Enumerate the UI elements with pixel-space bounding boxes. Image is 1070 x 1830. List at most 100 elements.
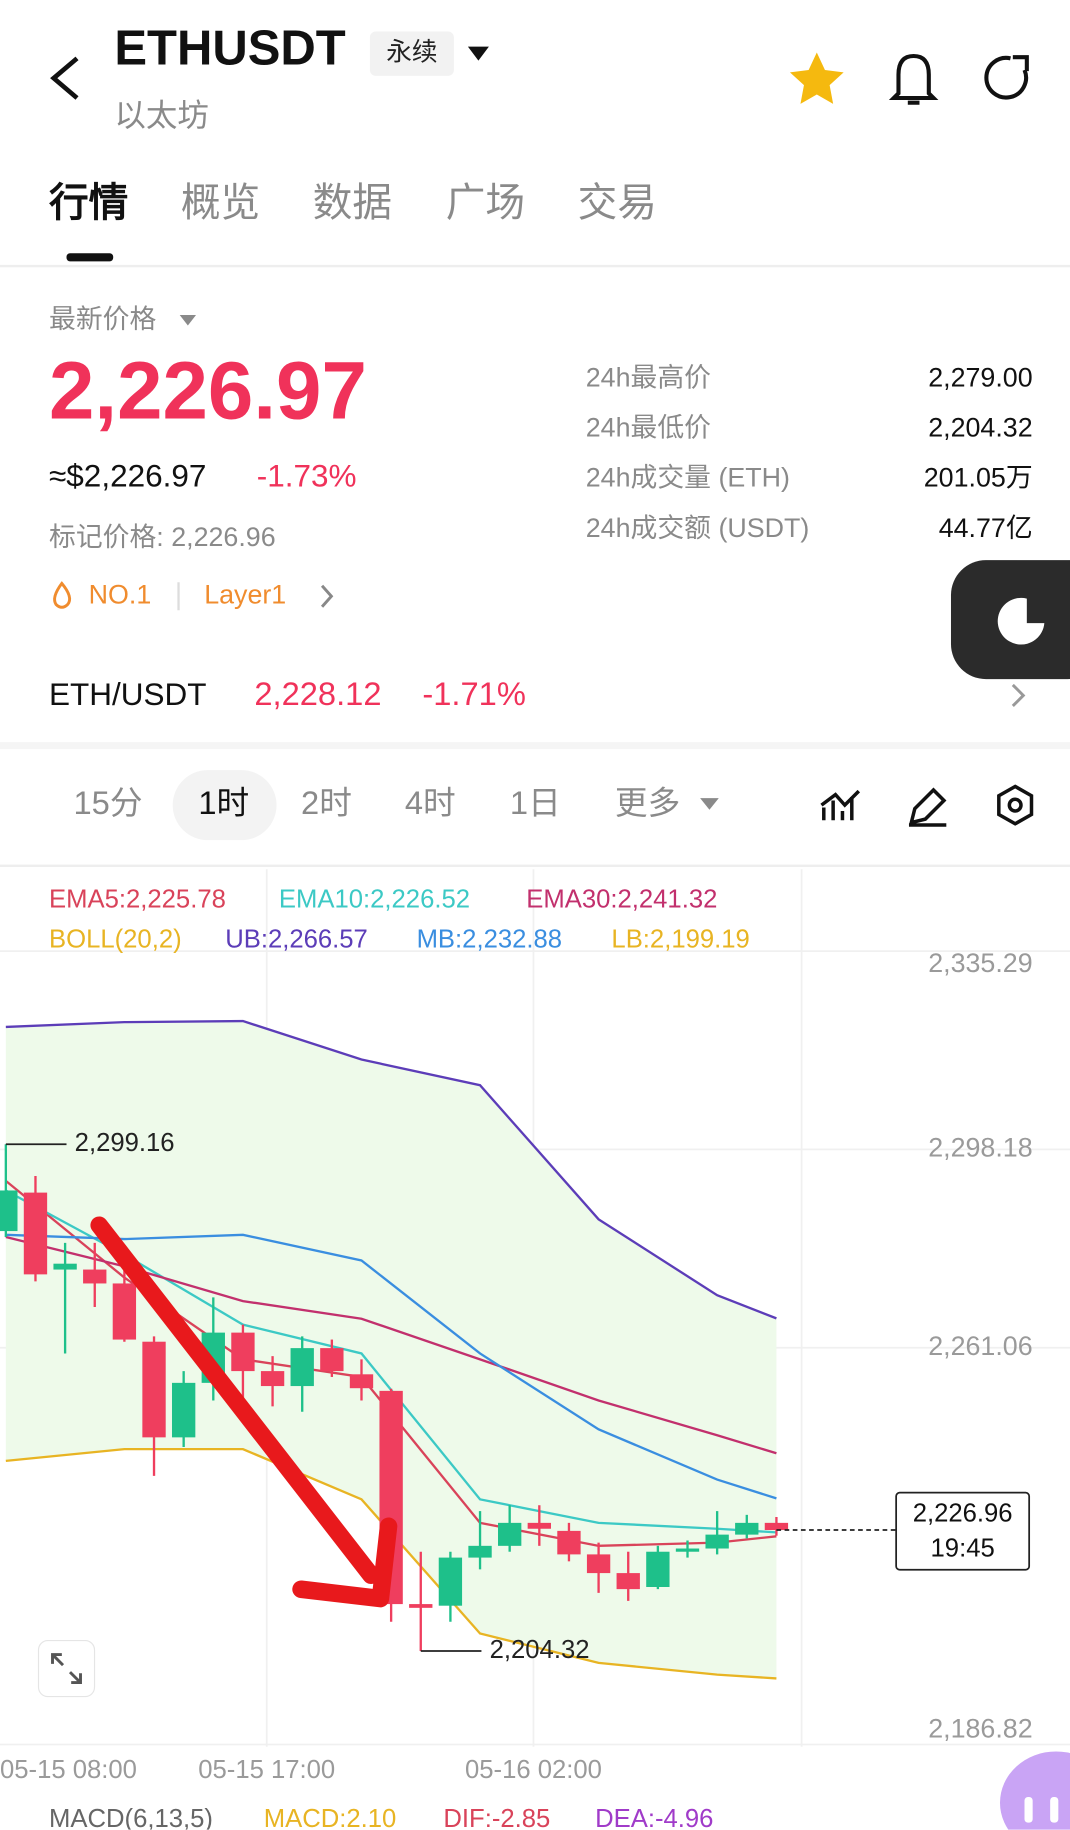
candle-body bbox=[260, 1371, 285, 1387]
interval[interactable]: 2时 bbox=[301, 784, 352, 821]
price-label-dropdown[interactable] bbox=[179, 315, 197, 326]
alert-icon[interactable] bbox=[888, 53, 939, 105]
tab[interactable]: 数据 bbox=[313, 181, 392, 225]
interval[interactable]: 15分 bbox=[74, 784, 143, 821]
x-tick-label: 05-16 02:00 bbox=[465, 1756, 602, 1784]
favorite-icon[interactable] bbox=[789, 52, 844, 104]
candle-body bbox=[231, 1332, 255, 1372]
contract-type: 永续 bbox=[386, 37, 437, 66]
legend-entry: MB:2,232.88 bbox=[417, 925, 562, 953]
legend-label: BOLL(20,2) bbox=[49, 925, 182, 953]
tab[interactable]: 概览 bbox=[181, 181, 260, 225]
contract-pill[interactable] bbox=[369, 31, 454, 76]
macd-label: MACD:2.10 bbox=[264, 1805, 397, 1830]
tab-indicator bbox=[66, 253, 114, 262]
tab[interactable]: 广场 bbox=[446, 181, 525, 225]
x-tick-label: 05-15 08:00 bbox=[0, 1756, 137, 1784]
settings-icon[interactable] bbox=[997, 784, 1034, 826]
candle-body bbox=[0, 1190, 18, 1232]
legend-entry: UB:2,266.57 bbox=[225, 925, 368, 953]
macd-label: MACD(6,13,5) bbox=[49, 1805, 213, 1830]
stat-value: 2,279.00 bbox=[928, 362, 1032, 392]
rank-tag[interactable]: NO.1 bbox=[89, 579, 152, 609]
y-tick-label: 2,261.06 bbox=[928, 1331, 1032, 1361]
settings-icon-dot bbox=[1007, 797, 1023, 813]
candle-body bbox=[23, 1192, 48, 1275]
usd-price: ≈$2,226.97 bbox=[49, 458, 206, 494]
spot-change: -1.71% bbox=[422, 675, 525, 712]
candle-body bbox=[438, 1557, 463, 1606]
interval[interactable]: 1时 bbox=[198, 784, 249, 821]
annotation-label: 2,204.32 bbox=[490, 1636, 590, 1664]
spot-pair[interactable]: ETH/USDT bbox=[49, 676, 207, 712]
candle-body bbox=[735, 1522, 759, 1535]
spot-price: 2,228.12 bbox=[254, 675, 381, 712]
coin-name: 以太坊 bbox=[114, 97, 209, 133]
candle-body bbox=[171, 1382, 196, 1438]
back-button[interactable] bbox=[50, 56, 79, 100]
candle-body bbox=[557, 1530, 581, 1555]
stats: 24h最高价 2,279.00 24h最低价 2,204.32 24h成交量 (ETH)… bbox=[586, 362, 1033, 543]
candle-body bbox=[646, 1551, 670, 1587]
current-price-countdown: 19:45 bbox=[931, 1535, 995, 1563]
stat-label: 24h最低价 bbox=[586, 412, 711, 442]
interval[interactable]: 更多 bbox=[615, 784, 680, 821]
candle-body bbox=[290, 1348, 314, 1387]
candle-body bbox=[349, 1374, 374, 1389]
annotation-label: 2,299.16 bbox=[75, 1129, 175, 1157]
sector-tag[interactable]: Layer1 bbox=[204, 579, 286, 609]
indicator-line bbox=[5, 1189, 777, 1534]
indicator-icon[interactable] bbox=[820, 789, 861, 821]
tag-arrow[interactable] bbox=[320, 584, 334, 608]
x-tick-label: 05-15 17:00 bbox=[198, 1756, 335, 1784]
legend-entry: EMA5:2,225.78 bbox=[49, 886, 226, 914]
price-label: 最新价格 bbox=[49, 304, 156, 334]
interval-active bbox=[172, 770, 277, 841]
stat-label: 24h成交额 (USDT) bbox=[586, 513, 810, 543]
tab[interactable]: 交易 bbox=[578, 181, 657, 225]
macd-legend: MACD(6,13,5) MACD:2.10 DIF:-2.85 DEA:-4.96 bbox=[49, 1805, 713, 1830]
share-icon[interactable] bbox=[984, 55, 1029, 100]
candle-body bbox=[320, 1348, 344, 1372]
candle-body bbox=[675, 1548, 700, 1552]
assistant-button[interactable] bbox=[1000, 1751, 1070, 1830]
candle-body bbox=[142, 1341, 166, 1438]
indicator-line bbox=[5, 1019, 777, 1320]
kline-chart: 2,335.29 2,298.18 2,261.06 2,186.82 05-15 08… bbox=[0, 869, 1070, 1784]
candle-body bbox=[616, 1573, 640, 1590]
more-dropdown[interactable] bbox=[700, 798, 719, 810]
mark-price: 标记价格: 2,226.96 bbox=[49, 522, 276, 552]
drawn-arrow bbox=[90, 1216, 398, 1608]
candle-body bbox=[53, 1263, 77, 1270]
spot-arrow[interactable] bbox=[1011, 683, 1026, 707]
candle-body bbox=[764, 1522, 789, 1531]
stat-value: 201.05万 bbox=[924, 463, 1033, 493]
stat-label: 24h成交量 (ETH) bbox=[586, 463, 790, 493]
boll-band bbox=[5, 1021, 777, 1679]
assistant-eye bbox=[1050, 1796, 1059, 1823]
candle-body bbox=[468, 1545, 492, 1558]
interval[interactable]: 1日 bbox=[510, 784, 561, 821]
floating-icon bbox=[997, 597, 1045, 645]
current-price-label: 2,226.96 bbox=[913, 1500, 1013, 1528]
y-tick-label: 2,335.29 bbox=[928, 948, 1032, 978]
candle-body bbox=[527, 1522, 551, 1529]
hot-icon bbox=[53, 581, 72, 609]
interval[interactable]: 4时 bbox=[405, 784, 456, 821]
stat-value: 44.77亿 bbox=[939, 513, 1033, 543]
tab-bar: 行情 概览 数据 广场 交易 bbox=[49, 181, 657, 225]
macd-label: DIF:-2.85 bbox=[443, 1805, 550, 1830]
candle-body bbox=[705, 1534, 729, 1549]
candle-body bbox=[498, 1522, 522, 1546]
draw-icon[interactable] bbox=[908, 787, 947, 827]
section-divider bbox=[0, 742, 1070, 750]
candle-body bbox=[112, 1283, 137, 1340]
tab[interactable]: 行情 bbox=[49, 181, 128, 225]
candle-body bbox=[83, 1269, 107, 1284]
dropdown-icon[interactable] bbox=[467, 46, 489, 61]
expand-button[interactable] bbox=[37, 1640, 96, 1698]
indicator-line bbox=[5, 1233, 777, 1500]
